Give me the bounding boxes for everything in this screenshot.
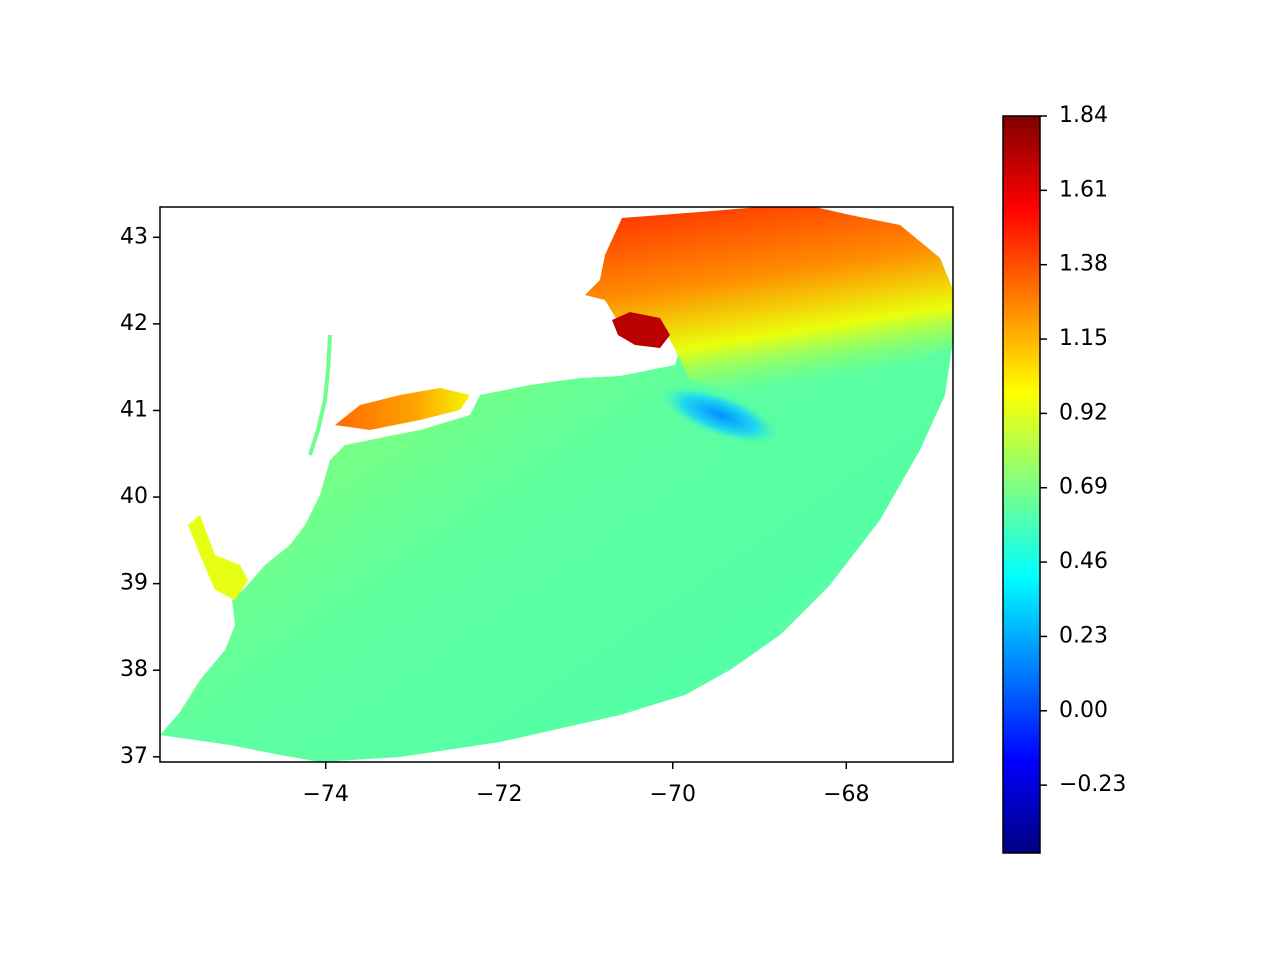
x-tick-label: −68 [823,782,869,807]
colorbar [1002,115,1041,854]
y-tick-label: 38 [120,657,148,682]
y-tick-label: 41 [120,397,148,422]
delaware-field [188,515,248,600]
colorbar-tick-label: 0.23 [1059,623,1108,648]
x-tick-label: −70 [650,782,696,807]
y-tick-label: 42 [120,311,148,336]
sound-field [335,388,470,430]
colorbar-tick-label: 1.38 [1059,252,1108,277]
colorbar-tick-label: 1.61 [1059,177,1108,202]
colorbar-tick-label: 1.84 [1059,103,1108,128]
bay-field [612,312,670,348]
y-tick-label: 40 [120,484,148,509]
colorbar-tick-label: 0.46 [1059,549,1108,574]
colorbar-tick-label: −0.23 [1059,772,1126,797]
colorbar-tick-label: 0.92 [1059,400,1108,425]
x-tick-label: −74 [302,782,348,807]
field [160,207,953,762]
plot-frame [159,206,954,763]
colorbar-tick-label: 1.15 [1059,326,1108,351]
colorbar-tick-label: 0.69 [1059,475,1108,500]
y-tick-label: 37 [120,744,148,769]
low-field [658,384,782,446]
x-tick-label: −72 [476,782,522,807]
river-field [308,334,332,456]
y-tick-label: 39 [120,571,148,596]
gulf-field [585,207,953,400]
colorbar-tick-label: 0.00 [1059,698,1108,723]
y-tick-label: 43 [120,224,148,249]
